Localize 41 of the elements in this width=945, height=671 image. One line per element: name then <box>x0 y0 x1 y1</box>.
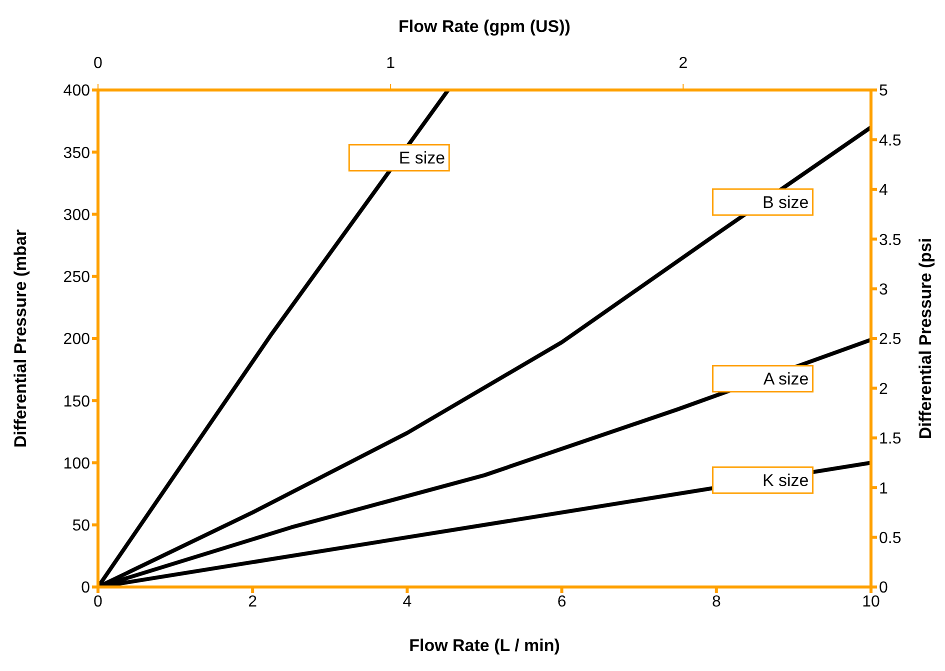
x2-tick-label: 1 <box>386 55 396 72</box>
y2-tick-label: 5 <box>879 82 888 100</box>
x2-tick-label: 2 <box>678 55 688 72</box>
y2-axis-title: Differential Pressure (psi <box>916 238 936 440</box>
x2-tick-label: 0 <box>94 55 103 72</box>
y2-tick-label: 2 <box>879 380 888 398</box>
y-tick-label: 400 <box>63 82 90 100</box>
y2-tick-label: 1 <box>879 480 888 498</box>
y2-tick-label: 3.5 <box>879 232 902 249</box>
series-label: B size <box>762 193 809 212</box>
y-tick-label: 250 <box>63 269 90 286</box>
x-tick-label: 6 <box>557 593 566 610</box>
x-tick-label: 10 <box>862 593 880 610</box>
x2-axis-title: Flow Rate (gpm (US)) <box>398 17 570 36</box>
y-tick-label: 150 <box>63 393 90 410</box>
y-tick-label: 50 <box>72 518 90 535</box>
x-tick-label: 0 <box>94 593 103 610</box>
name-tag: K size <box>712 466 814 494</box>
name-tag: E size <box>348 144 450 172</box>
y-tick-label: 100 <box>63 455 90 472</box>
name-tag: A size <box>712 364 814 392</box>
y-tick-label: 0 <box>81 580 90 597</box>
y-tick-label: 300 <box>63 206 90 224</box>
y2-tick-label: 1.5 <box>879 430 902 448</box>
y2-tick-label: 4.5 <box>879 132 902 150</box>
y-tick-label: 200 <box>63 331 90 348</box>
x-tick-label: 4 <box>402 593 412 610</box>
name-tag: B size <box>712 188 814 216</box>
y2-tick-label: 2.5 <box>879 331 902 348</box>
y-axis-title: Differential Pressure (mbar <box>11 228 30 448</box>
x-tick-label: 2 <box>248 593 258 610</box>
y2-tick-label: 4 <box>879 182 888 200</box>
series-label: K size <box>762 471 809 490</box>
y2-tick-label: 0.5 <box>879 530 902 547</box>
y2-tick-label: 0 <box>879 580 888 597</box>
series-label: A size <box>763 370 809 389</box>
y-tick-label: 350 <box>63 144 90 162</box>
x-tick-label: 8 <box>712 593 721 610</box>
series-label: E size <box>398 148 446 168</box>
x-axis-title: Flow Rate (L / min) <box>409 636 560 655</box>
y2-tick-label: 3 <box>879 281 888 298</box>
